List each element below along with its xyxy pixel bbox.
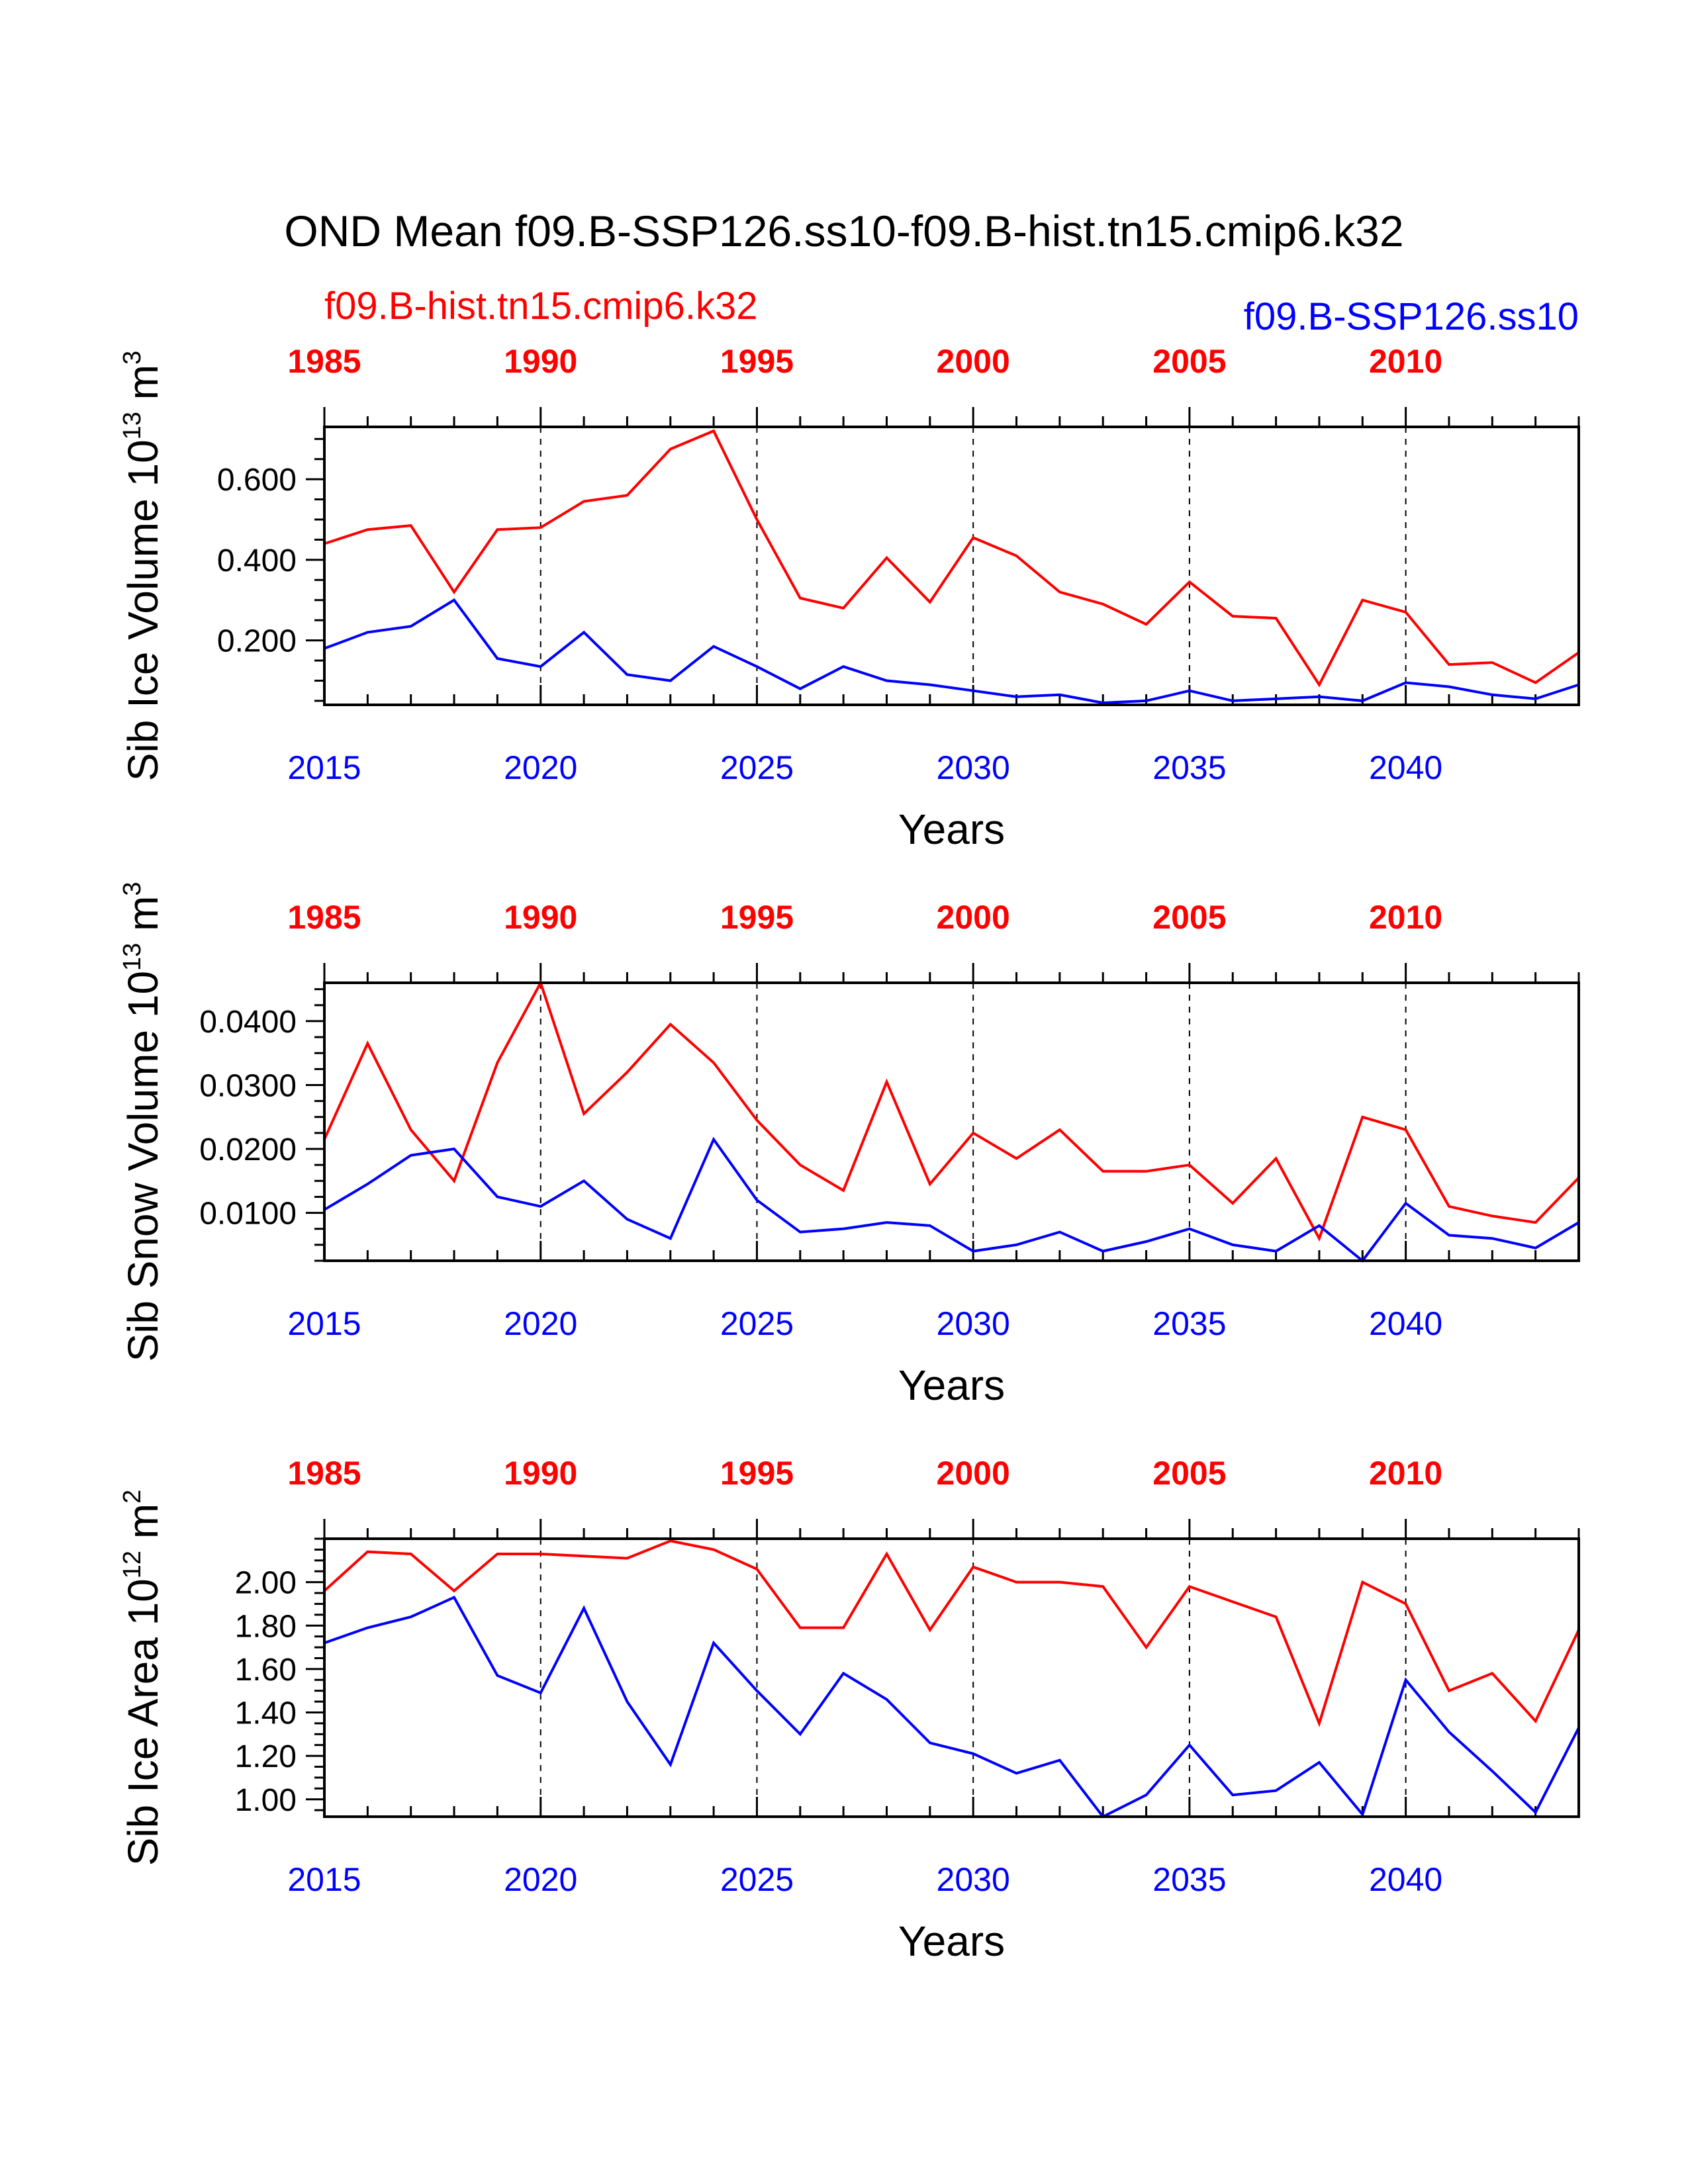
y-tick-label: 0.0400: [199, 1005, 297, 1040]
plot-frame: [323, 426, 1580, 706]
plot-frame: [323, 981, 1580, 1262]
y-tick-label: 0.0300: [199, 1068, 297, 1103]
top-axis-label: 2000: [937, 899, 1010, 936]
series-line-hist: [323, 1539, 1580, 1727]
top-axis-label: 1995: [720, 343, 794, 380]
top-axis-label: 1990: [504, 899, 577, 936]
top-axis-label: 1985: [287, 899, 361, 936]
y-tick-label: 1.40: [235, 1696, 297, 1731]
legend-ssp-label: f09.B-SSP126.ss10: [1244, 295, 1579, 338]
bottom-axis-label: 2015: [287, 1305, 361, 1342]
series-line-hist: [323, 979, 1580, 1242]
series-line-ssp: [324, 598, 1579, 705]
top-axis-label: 1995: [720, 899, 794, 936]
chart-panel-1: 0.200 0.400 0.600 2015 2020 2025 2030 2035 2040 1…: [118, 343, 1580, 853]
legend-hist-label: f09.B-hist.tn15.cmip6.k32: [324, 285, 757, 328]
bottom-axis-label: 2035: [1152, 1861, 1226, 1898]
chart-panel-3: 1.00 1.20 1.40 1.60 1.80 2.00 2015 2020 2025 2030…: [118, 1455, 1580, 1965]
top-axis-label: 2010: [1369, 899, 1442, 936]
top-axis-label: 2005: [1152, 1455, 1226, 1492]
top-axis-label: 1995: [720, 1455, 794, 1492]
chart-panel-2: 0.0100 0.0200 0.0300 0.0400 2015 2020 2025 2030…: [118, 882, 1580, 1409]
y-tick-label: 0.200: [217, 624, 297, 659]
top-axis-label: 1985: [287, 343, 361, 380]
y-tick-label: 0.400: [217, 543, 297, 578]
y-tick-label: 0.0100: [199, 1197, 297, 1232]
top-axis-label: 1990: [504, 343, 577, 380]
bottom-axis-label: 2030: [937, 749, 1010, 786]
y-tick-label: 1.00: [235, 1783, 297, 1818]
top-axis-label: 2000: [937, 343, 1010, 380]
bottom-axis-label: 2040: [1369, 1861, 1442, 1898]
bottom-axis-label: 2030: [937, 1305, 1010, 1342]
top-axis-label: 2000: [937, 1455, 1010, 1492]
y-tick-label: 1.80: [235, 1609, 297, 1644]
y-axis-title: Sib Ice Area 1012 m2: [118, 1490, 167, 1866]
bottom-axis-label: 2035: [1152, 1305, 1226, 1342]
series-line-hist: [324, 429, 1580, 688]
bottom-axis-label: 2015: [287, 1861, 361, 1898]
top-axis-label: 1985: [287, 1455, 361, 1492]
y-axis-title: Sib Snow Volume 1013 m3: [118, 882, 167, 1361]
bottom-axis-label: 2025: [720, 1305, 794, 1342]
top-axis-label: 2005: [1152, 343, 1226, 380]
bottom-axis-label: 2025: [720, 749, 794, 786]
bottom-axis-label: 2020: [504, 1861, 577, 1898]
x-axis-title: Years: [898, 1361, 1005, 1409]
y-tick-label: 0.600: [217, 463, 297, 498]
y-tick-label: 0.0200: [199, 1132, 297, 1167]
top-axis-label: 1990: [504, 1455, 577, 1492]
top-axis-label: 2010: [1369, 343, 1442, 380]
bottom-axis-label: 2020: [504, 749, 577, 786]
y-tick-label: 1.20: [235, 1739, 297, 1774]
top-axis-label: 2010: [1369, 1455, 1442, 1492]
bottom-axis-label: 2015: [287, 749, 361, 786]
series-line-ssp: [324, 1596, 1580, 1819]
bottom-axis-label: 2035: [1152, 749, 1226, 786]
y-tick-label: 1.60: [235, 1653, 297, 1688]
x-axis-title: Years: [898, 805, 1005, 853]
bottom-axis-label: 2040: [1369, 1305, 1442, 1342]
chart-title: OND Mean f09.B-SSP126.ss10-f09.B-hist.tn…: [284, 206, 1403, 255]
bottom-axis-label: 2030: [937, 1861, 1010, 1898]
bottom-axis-label: 2040: [1369, 749, 1442, 786]
series-line-ssp: [323, 1136, 1580, 1263]
y-axis-title: Sib Ice Volume 1013 m3: [118, 351, 167, 781]
bottom-axis-label: 2020: [504, 1305, 577, 1342]
bottom-axis-label: 2025: [720, 1861, 794, 1898]
plot-frame: [323, 1537, 1580, 1818]
top-axis-label: 2005: [1152, 899, 1226, 936]
y-tick-label: 2.00: [235, 1566, 297, 1601]
x-axis-title: Years: [898, 1917, 1005, 1965]
